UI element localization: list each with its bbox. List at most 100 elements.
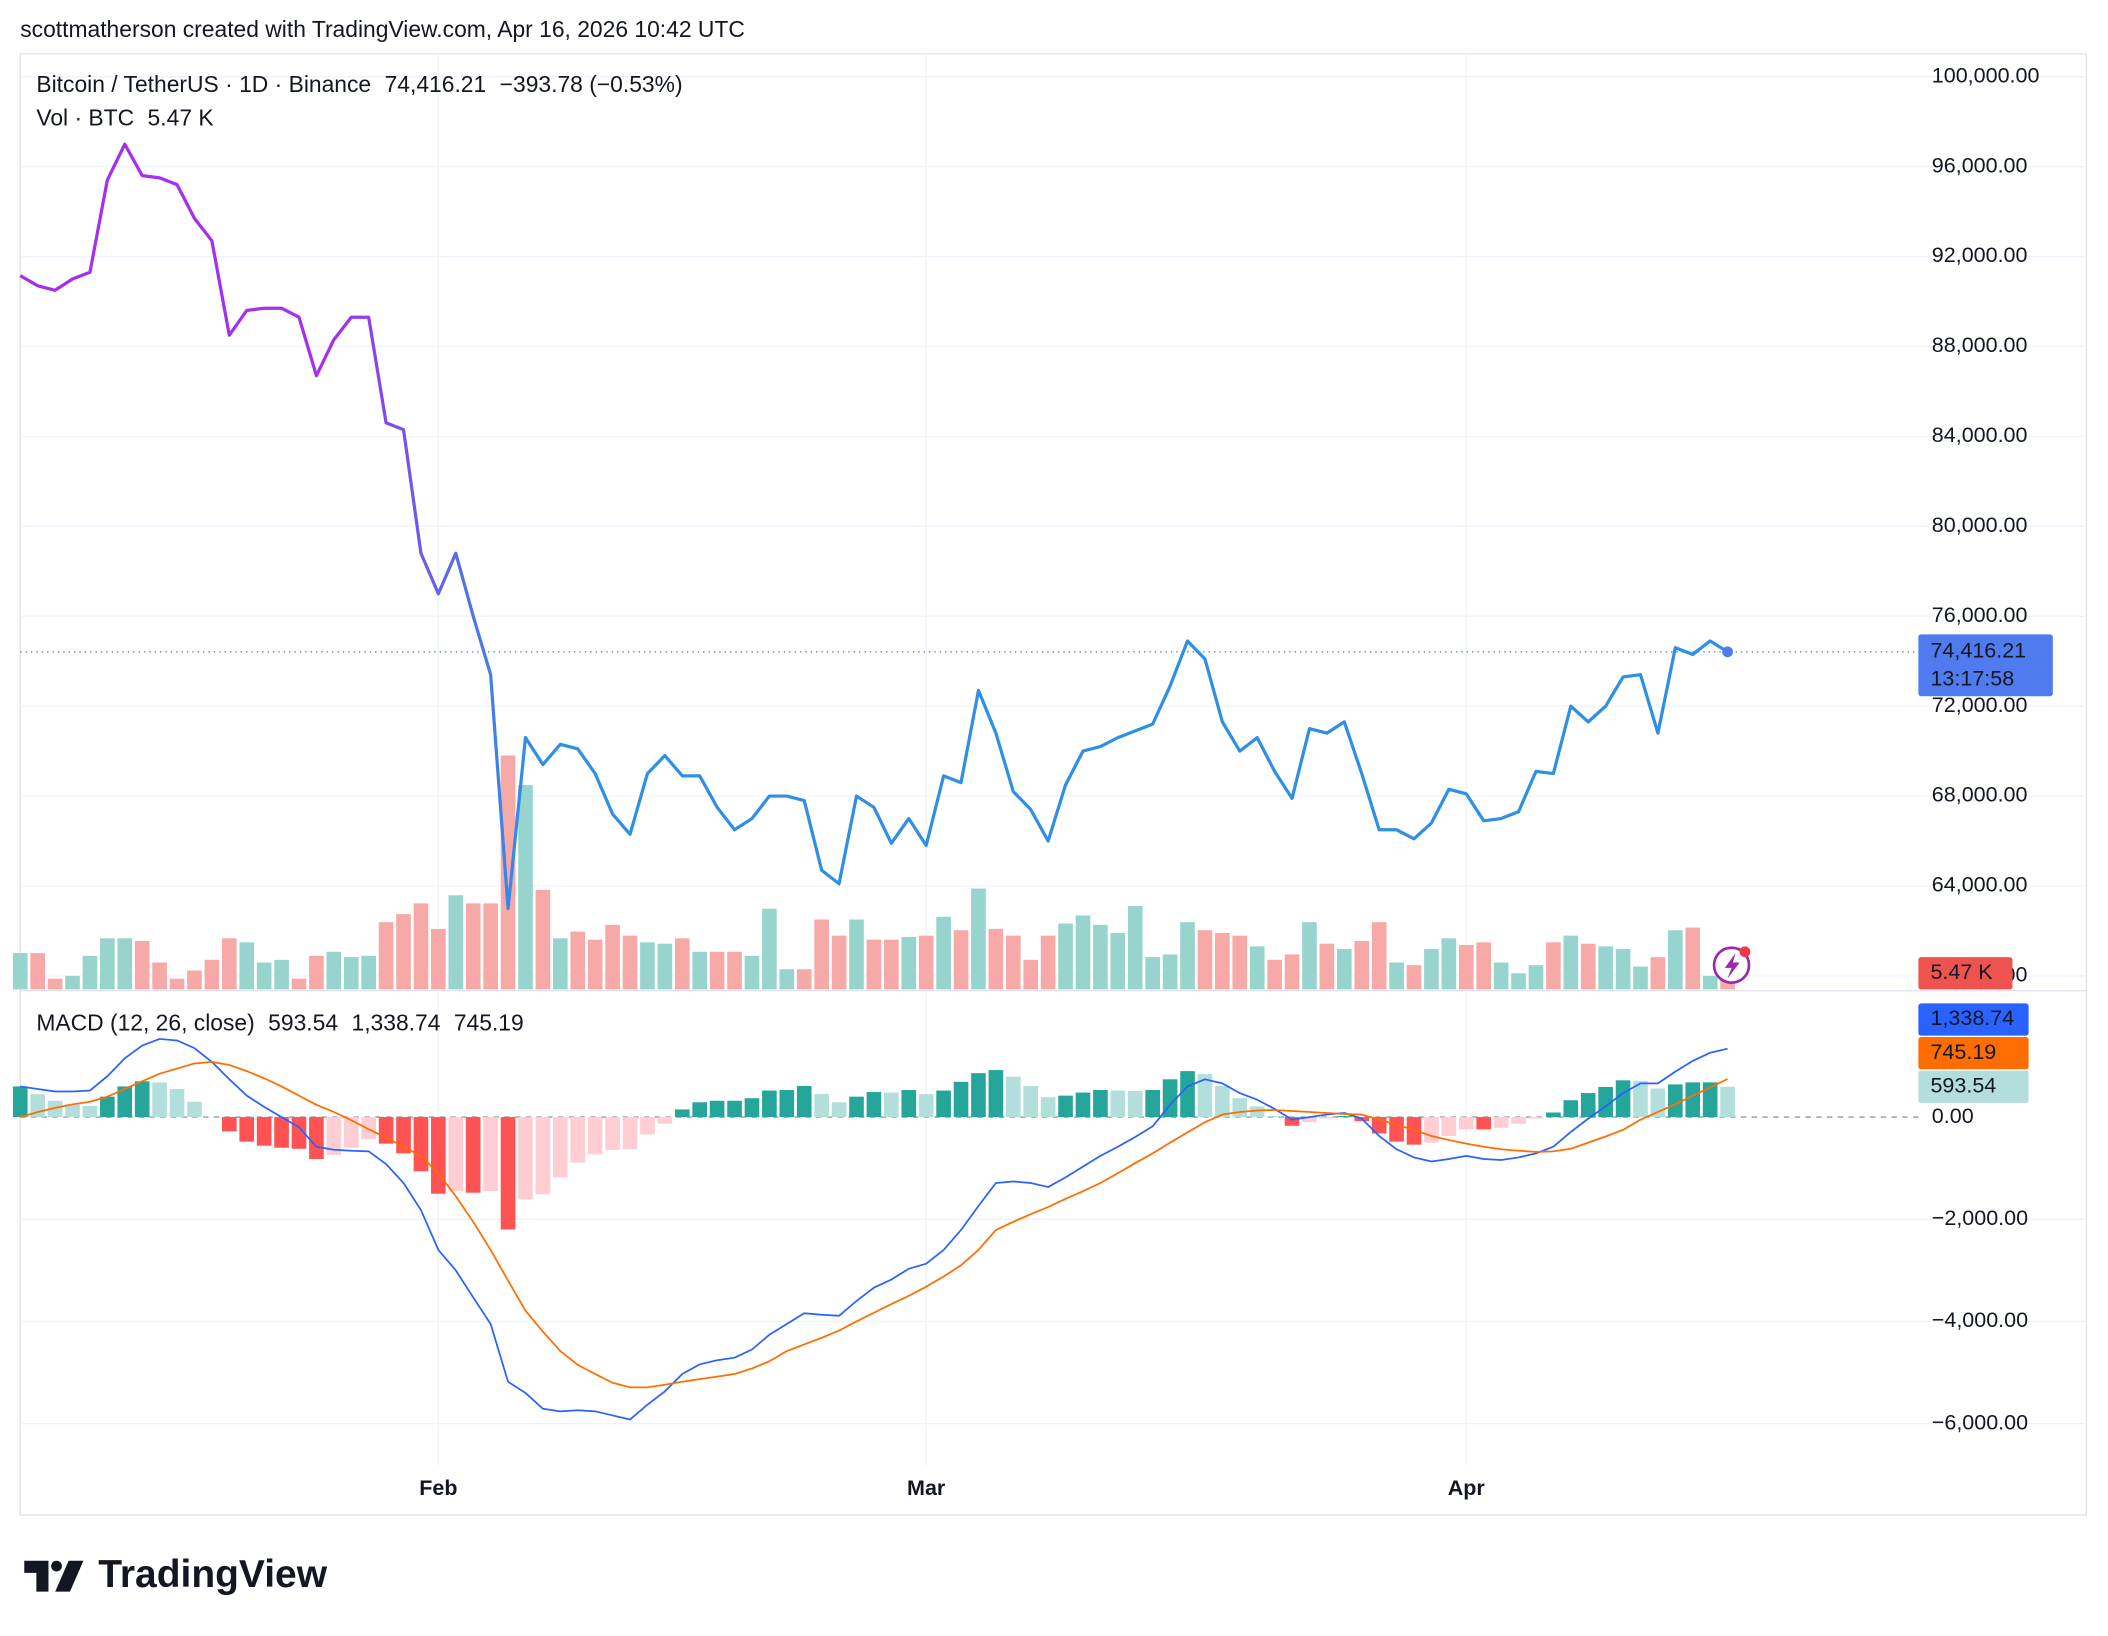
histogram-bar xyxy=(239,1117,255,1142)
volume-bar xyxy=(309,955,324,990)
histogram-bar xyxy=(640,1117,655,1135)
histogram-bar xyxy=(448,1117,464,1192)
volume-bar xyxy=(12,953,28,990)
volume-bar xyxy=(709,951,725,990)
text-layer: FebMarApr60,000.0064,000.0068,000.0072,0… xyxy=(36,63,2053,1500)
histogram-bar xyxy=(100,1096,115,1118)
histogram-bar xyxy=(1215,1085,1230,1118)
histogram-bar xyxy=(274,1117,289,1148)
histogram-bar xyxy=(901,1090,917,1118)
histogram-bar xyxy=(1249,1106,1265,1118)
volume-bar xyxy=(674,938,690,990)
histogram-bar xyxy=(884,1092,899,1118)
line xyxy=(19,142,1729,911)
legend-change: −393.78 (−0.53%) xyxy=(500,71,683,97)
volume-bar xyxy=(1580,943,1596,990)
histogram-bar xyxy=(657,1117,673,1124)
histogram-bar xyxy=(309,1117,324,1159)
icon-dot xyxy=(1739,946,1751,958)
volume-bar xyxy=(1615,949,1631,990)
marks-layer xyxy=(12,142,1735,1421)
histogram-bar xyxy=(1319,1117,1335,1119)
histogram-bar xyxy=(674,1109,690,1118)
volume-bar xyxy=(396,914,411,990)
histogram-bar xyxy=(1424,1117,1439,1143)
volume-bar xyxy=(204,959,220,990)
volume-bar xyxy=(849,919,864,990)
volume-bar xyxy=(796,969,812,990)
grid-layer xyxy=(20,53,2087,1466)
histogram-bar xyxy=(500,1117,516,1230)
histogram-bar xyxy=(1615,1080,1631,1118)
volume-bar xyxy=(936,916,951,990)
legend-value: 745.19 xyxy=(454,1009,524,1035)
volume-bar xyxy=(622,935,638,990)
volume-bar xyxy=(535,889,551,990)
volume-bar xyxy=(1145,957,1160,990)
histogram-bar xyxy=(65,1104,80,1118)
volume-bar xyxy=(1424,949,1439,990)
histogram-bar xyxy=(1580,1093,1596,1118)
histogram-bar xyxy=(587,1117,603,1155)
legend-value: 74,416.21 xyxy=(385,71,487,97)
volume-bar xyxy=(1563,935,1579,990)
price-tag xyxy=(1918,634,2053,697)
volume-bar xyxy=(1406,965,1422,990)
logo: TradingView xyxy=(24,1553,328,1596)
volume-bar xyxy=(1110,932,1126,990)
volume-bar xyxy=(884,939,899,990)
histogram-bar xyxy=(1110,1090,1126,1118)
histogram-bar xyxy=(413,1117,429,1172)
histogram-bar xyxy=(152,1082,167,1118)
volume-bar xyxy=(500,755,516,990)
histogram-bar xyxy=(936,1090,951,1118)
histogram-bar xyxy=(1528,1117,1544,1119)
volume-bar xyxy=(866,939,882,990)
volume-bar xyxy=(1493,962,1509,990)
volume-bar xyxy=(640,942,655,990)
histogram-bar xyxy=(570,1117,586,1163)
volume-bar xyxy=(169,978,185,990)
y-tick-label: 72,000.00 xyxy=(1932,693,2028,717)
histogram-bar xyxy=(134,1081,150,1118)
alert-icon[interactable] xyxy=(1712,946,1751,985)
histogram-bar xyxy=(1093,1090,1108,1118)
volume-bar xyxy=(605,924,620,990)
volume-bar xyxy=(326,951,342,990)
chart-frame xyxy=(19,53,2088,1516)
volume-bar xyxy=(65,975,80,990)
price-tag-label: 745.19 xyxy=(1930,1040,1996,1064)
volume-bar xyxy=(1528,965,1544,990)
histogram-bar xyxy=(396,1117,411,1154)
volume-bar xyxy=(239,942,255,990)
histogram-bar xyxy=(187,1101,202,1118)
histogram-bar xyxy=(221,1117,237,1132)
volume-bar xyxy=(587,939,603,990)
volume-bar xyxy=(1371,922,1387,990)
volume-bar xyxy=(988,928,1004,990)
price-tag xyxy=(1918,1037,2029,1070)
volume-bar xyxy=(779,969,795,990)
histogram-bar xyxy=(1145,1090,1160,1118)
volume-bar xyxy=(1650,957,1666,990)
histogram-bar xyxy=(1441,1117,1457,1136)
logo-mark xyxy=(55,1560,84,1592)
volume-bar xyxy=(465,903,481,990)
histogram-bar xyxy=(709,1100,725,1118)
histogram-bar xyxy=(1005,1076,1021,1118)
histogram-bar xyxy=(326,1117,342,1155)
volume-bar xyxy=(657,943,673,990)
histogram-bar xyxy=(1336,1116,1352,1118)
histogram-bar xyxy=(1493,1117,1509,1128)
histogram-bar xyxy=(1075,1092,1091,1118)
histogram-bar xyxy=(1040,1097,1056,1118)
volume-bar xyxy=(256,962,272,990)
y-tick-label: 92,000.00 xyxy=(1932,243,2028,267)
volume-bar xyxy=(343,957,359,990)
histogram-bar xyxy=(1267,1116,1282,1118)
volume-bar xyxy=(1685,927,1701,990)
histogram-bar xyxy=(169,1088,185,1118)
volume-bar xyxy=(448,895,464,990)
